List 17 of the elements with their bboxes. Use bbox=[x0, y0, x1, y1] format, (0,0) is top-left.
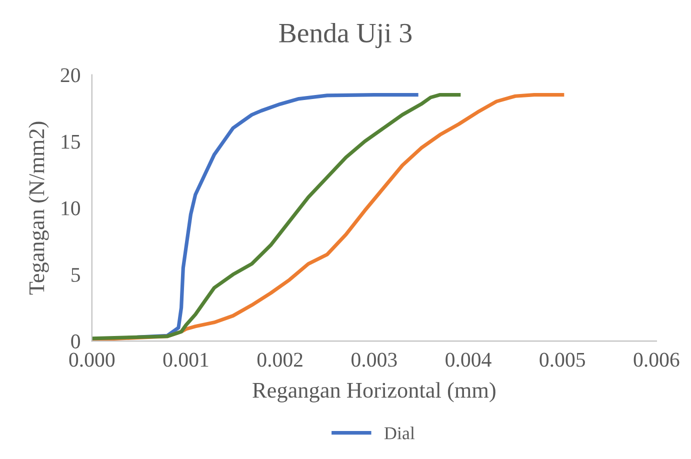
chart-title: Benda Uji 3 bbox=[279, 22, 412, 48]
x-tick-label: 0.003 bbox=[352, 352, 397, 367]
y-axis-title: Tegangan (N/mm2) bbox=[28, 122, 49, 295]
y-tick-label: 15 bbox=[62, 134, 80, 149]
x-tick-label: 0.005 bbox=[540, 352, 585, 367]
y-tick-label: 5 bbox=[72, 268, 80, 282]
y-tick-label: 10 bbox=[62, 201, 80, 216]
x-tick-label: 0.006 bbox=[634, 352, 680, 367]
y-tick-label: 20 bbox=[60, 68, 80, 82]
x-tick-label: 0.004 bbox=[446, 352, 492, 367]
line-series bbox=[92, 92, 461, 340]
x-tick-label: 0.002 bbox=[257, 352, 302, 367]
x-tick-label: 0.001 bbox=[163, 352, 208, 367]
x-tick-label: 0.000 bbox=[69, 352, 115, 367]
x-axis-title: Regangan Horizontal (mm) bbox=[252, 382, 496, 402]
y-tick-label: 0 bbox=[71, 334, 80, 348]
legend-label: Dial bbox=[384, 426, 415, 440]
